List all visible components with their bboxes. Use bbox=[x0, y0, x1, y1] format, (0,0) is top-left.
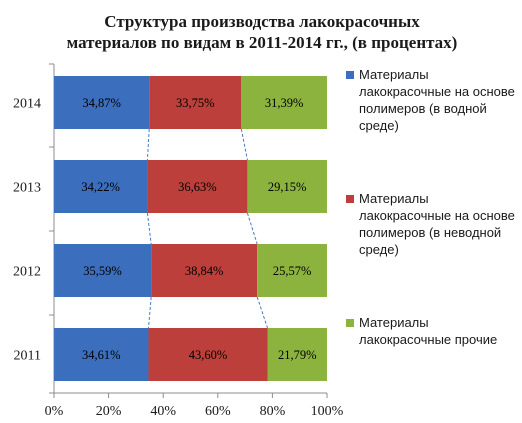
bar-segment bbox=[267, 328, 327, 381]
legend-item: Материалы лакокрасочные прочие bbox=[346, 315, 497, 347]
x-tick-label: 60% bbox=[205, 404, 231, 419]
legend-label-line: полимеров (в неводной bbox=[359, 225, 501, 240]
x-tick-label: 0% bbox=[45, 404, 64, 419]
legend-swatch bbox=[346, 71, 354, 79]
data-label: 36,63% bbox=[178, 180, 217, 194]
data-label: 33,75% bbox=[176, 96, 215, 110]
data-label: 34,22% bbox=[81, 180, 120, 194]
legend-label-line: лакокрасочные прочие bbox=[359, 332, 497, 347]
data-label: 34,87% bbox=[82, 96, 121, 110]
chart-title-line: материалов по видам в 2011-2014 гг., (в … bbox=[67, 33, 458, 52]
legend-label-line: полимеров (в водной bbox=[359, 101, 487, 116]
legend-swatch bbox=[346, 195, 354, 203]
legend-item: Материалы лакокрасочные на основе полимеро… bbox=[346, 191, 515, 257]
category-axis: 2014 2013 2012 2011 bbox=[13, 97, 41, 364]
legend-label-line: Материалы bbox=[359, 315, 429, 330]
bar-segment bbox=[151, 244, 258, 297]
category-label: 2011 bbox=[14, 349, 41, 364]
x-tick-label: 40% bbox=[150, 404, 176, 419]
legend-swatch bbox=[346, 319, 354, 327]
series-connector-line bbox=[256, 296, 268, 329]
bars: 34,87% 33,75% 31,39% 34,22% 36,63% 29,15% 35,5… bbox=[54, 76, 328, 381]
data-label: 25,57% bbox=[273, 264, 312, 278]
legend-item: Материалы лакокрасочные на основе полимеро… bbox=[346, 67, 515, 133]
bar-segment bbox=[148, 328, 268, 381]
data-label: 35,59% bbox=[83, 264, 122, 278]
series-connector-lines bbox=[146, 128, 268, 329]
bar-segment bbox=[54, 76, 150, 129]
series-connector-line bbox=[246, 212, 258, 245]
bar-segment bbox=[54, 244, 152, 297]
data-label: 43,60% bbox=[189, 348, 228, 362]
series-connector-line bbox=[240, 128, 248, 161]
bar-segment bbox=[54, 160, 148, 213]
bar-segment bbox=[247, 160, 327, 213]
legend-label-line: среде) bbox=[359, 242, 399, 257]
data-label: 21,79% bbox=[278, 348, 317, 362]
bar-segment bbox=[257, 244, 327, 297]
series-connector-line bbox=[147, 296, 152, 329]
series-connector-line bbox=[146, 212, 152, 245]
x-tick-label: 20% bbox=[96, 404, 122, 419]
data-label: 31,39% bbox=[265, 96, 304, 110]
bar-segment bbox=[149, 76, 242, 129]
bar-segment bbox=[241, 76, 328, 129]
legend: Материалы лакокрасочные на основе полимеро… bbox=[346, 67, 515, 347]
data-label: 38,84% bbox=[185, 264, 224, 278]
data-label: 29,15% bbox=[268, 180, 307, 194]
x-tick-label: 100% bbox=[311, 404, 344, 419]
legend-label-line: среде) bbox=[359, 118, 399, 133]
bar-segment bbox=[147, 160, 248, 213]
category-label: 2013 bbox=[13, 181, 41, 196]
data-label: 34,61% bbox=[82, 348, 121, 362]
category-label: 2014 bbox=[13, 97, 41, 112]
chart-title: Структура производства лакокрасочных мате… bbox=[67, 12, 458, 52]
legend-label-line: Материалы bbox=[359, 191, 429, 206]
x-tick-label: 80% bbox=[260, 404, 286, 419]
series-connector-line bbox=[146, 128, 150, 161]
bar-segment bbox=[54, 328, 149, 381]
category-label: 2012 bbox=[13, 265, 41, 280]
legend-label-line: лакокрасочные на основе bbox=[359, 208, 515, 223]
legend-label-line: лакокрасочные на основе bbox=[359, 84, 515, 99]
legend-label-line: Материалы bbox=[359, 67, 429, 82]
x-axis: 0% 20% 40% 60% 80% 100% bbox=[45, 63, 344, 419]
chart-title-line: Структура производства лакокрасочных bbox=[104, 12, 420, 31]
